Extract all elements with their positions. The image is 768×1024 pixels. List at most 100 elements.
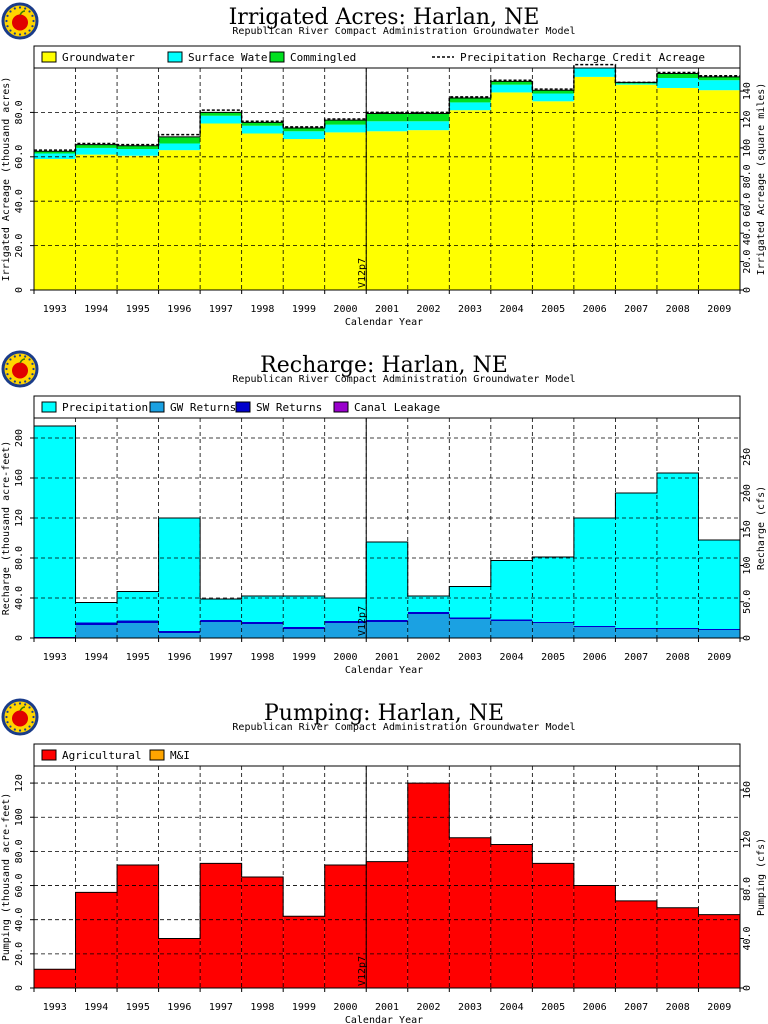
x-tick-label: 1997	[209, 652, 233, 663]
plot-frame	[33, 765, 741, 989]
y-axis-label: Irrigated Acreage (thousand acres)	[1, 77, 12, 282]
y-tick-label: 40.0	[14, 908, 25, 932]
y-tick-label: 0	[14, 985, 25, 991]
bar-segment	[34, 969, 76, 988]
logo-dot	[9, 358, 12, 361]
x-tick-label: 2003	[458, 652, 482, 663]
bar-segment	[75, 892, 118, 988]
x-tick-label: 1997	[209, 1002, 233, 1013]
bar-segment	[117, 591, 159, 621]
legend-label: Commingled	[290, 51, 356, 64]
x-tick-label: 2003	[458, 1002, 482, 1013]
x-tick-label: 2008	[666, 652, 690, 663]
bar-segment	[573, 76, 616, 290]
bar-segment	[573, 627, 616, 638]
bar-segment	[283, 596, 325, 627]
legend-swatch	[167, 51, 183, 63]
bar-segment	[449, 619, 491, 638]
bar-segment	[241, 122, 284, 126]
bar-segment	[158, 518, 201, 631]
y2-tick-label: 20.0	[742, 250, 753, 274]
gridlines	[34, 766, 740, 988]
bar-segment	[34, 159, 76, 290]
logo-dot	[28, 10, 31, 13]
x-tick-label: 1999	[292, 304, 316, 315]
legend-label: Canal Leakage	[354, 401, 440, 414]
logo-dot	[5, 19, 8, 23]
y-tick-label: 20.0	[14, 234, 25, 258]
bar-segment	[200, 112, 242, 116]
logo-apple	[12, 710, 28, 727]
bar-segment	[366, 113, 408, 122]
logo-dot	[13, 32, 16, 35]
bar-segment	[407, 614, 450, 638]
logo-dot	[5, 715, 8, 719]
x-tick-label: 2004	[500, 652, 524, 663]
bar-segment	[366, 861, 408, 988]
x-tick-label: 1995	[126, 1002, 150, 1013]
bar-segment	[34, 426, 76, 637]
x-tick-label: 2007	[624, 652, 648, 663]
bar-segment	[698, 90, 740, 290]
logo-dot	[13, 703, 16, 706]
logo-dot	[28, 725, 31, 728]
stack-outline	[33, 782, 741, 988]
bar-segment	[449, 586, 491, 618]
bar-segment	[366, 620, 408, 622]
version-label: V12p7	[357, 956, 368, 986]
logo-dot	[28, 377, 31, 380]
apple-logo-icon	[1, 350, 39, 388]
apple-logo-icon	[1, 698, 39, 736]
legend-swatch	[149, 749, 165, 761]
bar-segment	[656, 628, 699, 629]
bar-segment	[615, 900, 657, 988]
x-tick-label: 2007	[624, 1002, 648, 1013]
y2-axis-label: Irrigated Acreage (square miles)	[756, 83, 767, 276]
x-tick-label: 2000	[333, 1002, 357, 1013]
y2-tick-label: 80.0	[742, 164, 753, 188]
bar-segment	[532, 623, 574, 638]
bar-segment	[573, 68, 616, 77]
logo-dot	[18, 6, 22, 9]
logo-dot	[18, 702, 22, 705]
logo-dot	[9, 725, 12, 728]
logo-dot	[31, 373, 34, 376]
chart-title: Irrigated Acres: Harlan, NE	[229, 5, 540, 30]
logo-stem	[19, 706, 26, 712]
plot-frame	[33, 417, 741, 639]
bar-segment	[117, 145, 159, 150]
y2-tick-label: 140	[742, 82, 753, 100]
logo-dot	[18, 33, 22, 36]
bar-segment	[698, 540, 740, 629]
bar-segment	[324, 623, 367, 638]
bar-segment	[117, 620, 159, 623]
y2-tick-label: 40.0	[742, 221, 753, 245]
logo-dot	[24, 7, 27, 10]
bar-segment	[490, 81, 533, 85]
y-tick-label: 160	[14, 469, 25, 487]
bar-segment	[241, 125, 284, 134]
y2-tick-label: 160	[742, 781, 753, 799]
logo-dot	[24, 32, 27, 35]
bar-segment	[449, 102, 491, 111]
logo-dot	[31, 721, 34, 724]
bar-segment	[75, 602, 118, 623]
y-tick-label: 100	[14, 808, 25, 826]
y-tick-label: 120	[14, 509, 25, 527]
plot-frame	[33, 67, 741, 291]
bar-segment	[698, 76, 740, 81]
y2-tick-label: 0	[742, 635, 753, 641]
logo-dot	[13, 728, 16, 731]
x-tick-label: 2008	[666, 304, 690, 315]
x-tick-label: 1993	[43, 304, 67, 315]
legend-label: M&I	[170, 749, 190, 762]
x-tick-label: 2003	[458, 304, 482, 315]
logo-dot	[9, 377, 12, 380]
x-tick-label: 1993	[43, 1002, 67, 1013]
bar-segment	[656, 73, 699, 78]
logo-dot	[24, 380, 27, 383]
y2-axis-label: Pumping (cfs)	[756, 838, 767, 916]
y-tick-label: 120	[14, 774, 25, 792]
logo-dot	[6, 14, 9, 17]
